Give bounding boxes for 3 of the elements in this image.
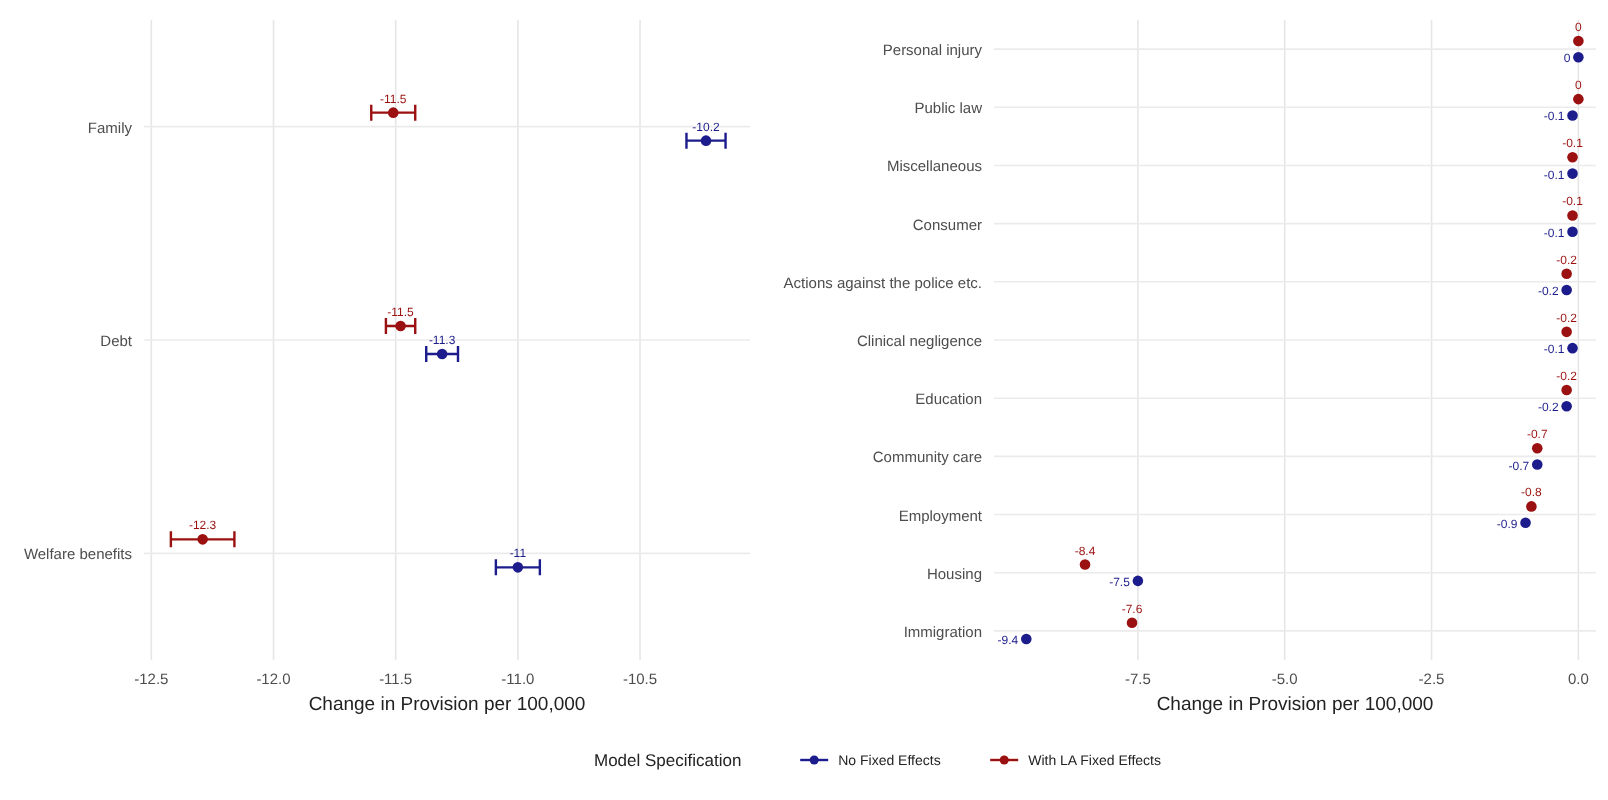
- legend-title: Model Specification: [594, 750, 742, 770]
- x-axis-title: Change in Provision per 100,000: [308, 694, 586, 716]
- x-axis-title: Change in Provision per 100,000: [1156, 694, 1434, 716]
